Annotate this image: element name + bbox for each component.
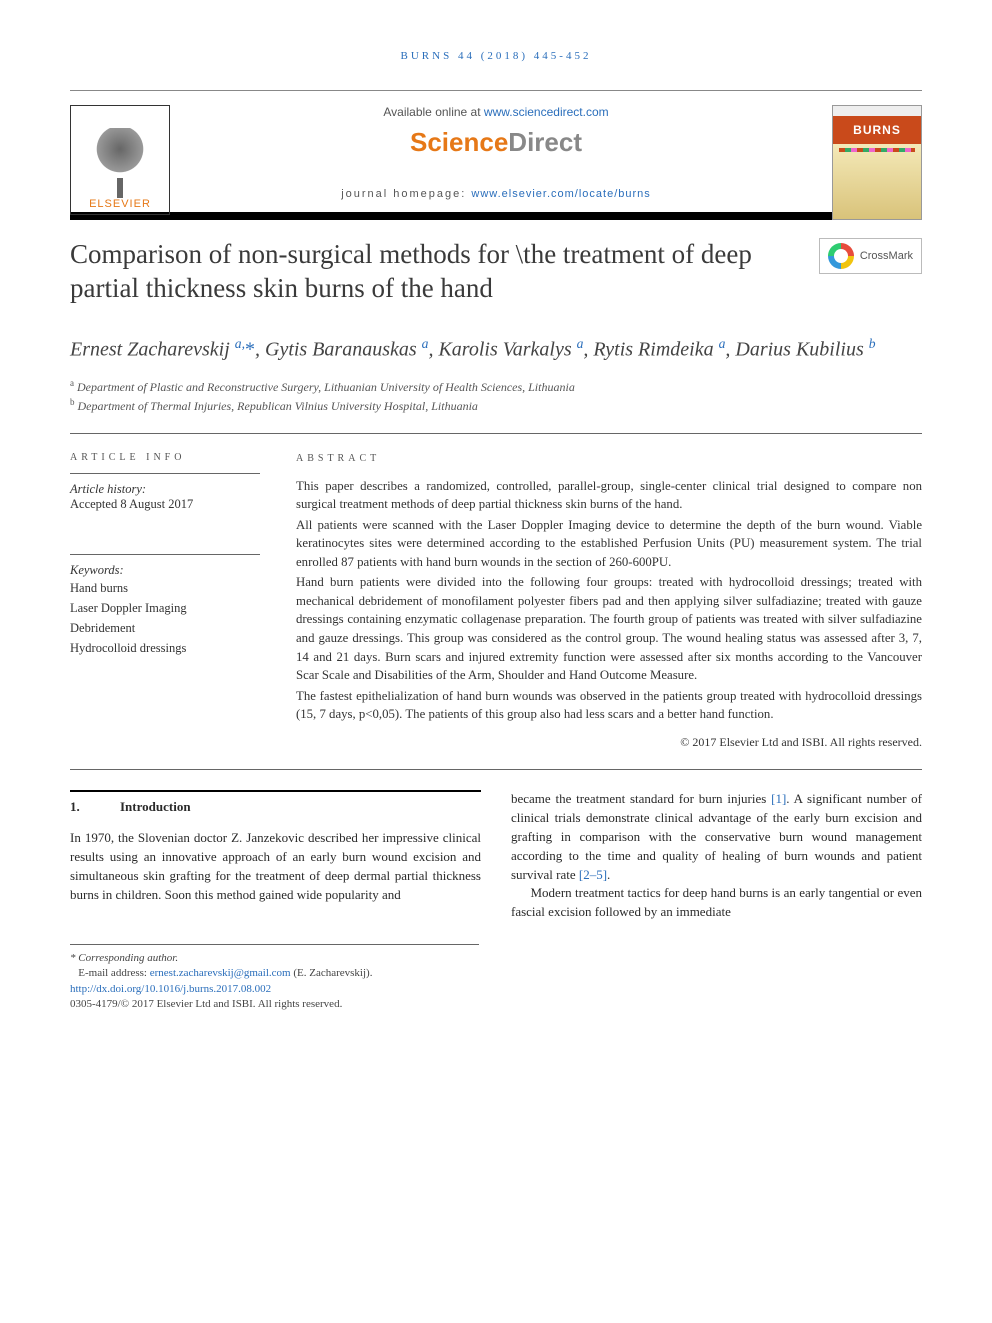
article-info-column: ARTICLE INFO Article history: Accepted 8… — [70, 452, 260, 751]
abstract-column: ABSTRACT This paper describes a randomiz… — [296, 452, 922, 751]
title-rule — [70, 212, 922, 220]
abstract-copyright: © 2017 Elsevier Ltd and ISBI. All rights… — [296, 734, 922, 751]
cover-title: BURNS — [833, 116, 921, 144]
sciencedirect-logo: ScienceDirect — [180, 127, 812, 158]
running-head: BURNS 44 (2018) 445-452 — [70, 50, 922, 62]
elsevier-wordmark: ELSEVIER — [89, 198, 151, 210]
body-text: 1. Introduction In 1970, the Slovenian d… — [70, 790, 922, 922]
intro-para-2: became the treatment standard for burn i… — [511, 790, 922, 884]
corresponding-email-link[interactable]: ernest.zacharevskij@gmail.com — [150, 967, 291, 979]
journal-homepage-link[interactable]: www.elsevier.com/locate/burns — [471, 188, 650, 200]
author-list: Ernest Zacharevskij a,*, Gytis Baranausk… — [70, 334, 922, 364]
history-label: Article history: — [70, 482, 260, 497]
abstract-paragraph: Hand burn patients were divided into the… — [296, 573, 922, 684]
elsevier-tree-icon — [90, 128, 150, 198]
available-prefix: Available online at — [383, 105, 484, 119]
issn-copyright: 0305-4179/© 2017 Elsevier Ltd and ISBI. … — [70, 997, 479, 1012]
journal-cover-thumbnail: BURNS — [832, 105, 922, 220]
affiliation-a: a Department of Plastic and Reconstructi… — [70, 377, 922, 396]
crossmark-icon — [828, 243, 854, 269]
section-number: 1. — [70, 798, 120, 817]
doi-link[interactable]: http://dx.doi.org/10.1016/j.burns.2017.0… — [70, 983, 271, 995]
corresponding-author-note: * Corresponding author. — [70, 951, 479, 966]
intro-para-1: In 1970, the Slovenian doctor Z. Janzeko… — [70, 829, 481, 904]
keyword-item: Laser Doppler Imaging — [70, 598, 260, 618]
sd-word-a: Science — [410, 127, 508, 157]
abstract-heading: ABSTRACT — [296, 452, 922, 467]
sd-word-b: Direct — [508, 127, 582, 157]
section-title: Introduction — [120, 798, 191, 817]
homepage-prefix: journal homepage: — [341, 188, 471, 200]
journal-homepage-line: journal homepage: www.elsevier.com/locat… — [180, 188, 812, 200]
affiliations: a Department of Plastic and Reconstructi… — [70, 377, 922, 415]
article-title: Comparison of non-surgical methods for \… — [70, 238, 801, 306]
citation-2-5[interactable]: [2–5] — [579, 867, 607, 882]
sciencedirect-link[interactable]: www.sciencedirect.com — [484, 105, 609, 119]
keywords-label: Keywords: — [70, 563, 260, 578]
keyword-item: Hand burns — [70, 578, 260, 598]
crossmark-label: CrossMark — [860, 250, 913, 262]
masthead: ELSEVIER BURNS Available online at www.s… — [70, 90, 922, 200]
intro-para-3: Modern treatment tactics for deep hand b… — [511, 884, 922, 922]
abstract-paragraph: All patients were scanned with the Laser… — [296, 516, 922, 572]
email-line: E-mail address: ernest.zacharevskij@gmai… — [70, 966, 479, 981]
accepted-date: Accepted 8 August 2017 — [70, 497, 260, 512]
divider — [70, 433, 922, 434]
citation-1[interactable]: [1] — [771, 791, 786, 806]
crossmark-badge[interactable]: CrossMark — [819, 238, 922, 274]
article-info-heading: ARTICLE INFO — [70, 452, 260, 463]
available-online-line: Available online at www.sciencedirect.co… — [180, 105, 812, 119]
affiliation-b: b Department of Thermal Injuries, Republ… — [70, 396, 922, 415]
footnotes: * Corresponding author. E-mail address: … — [70, 944, 479, 1013]
keyword-item: Debridement — [70, 618, 260, 638]
keywords-list: Hand burnsLaser Doppler ImagingDebrideme… — [70, 578, 260, 658]
keyword-item: Hydrocolloid dressings — [70, 638, 260, 658]
elsevier-logo: ELSEVIER — [70, 105, 170, 215]
divider — [70, 769, 922, 770]
abstract-paragraph: This paper describes a randomized, contr… — [296, 477, 922, 514]
section-1-heading: 1. Introduction — [70, 790, 481, 817]
abstract-paragraph: The fastest epithelialization of hand bu… — [296, 687, 922, 724]
